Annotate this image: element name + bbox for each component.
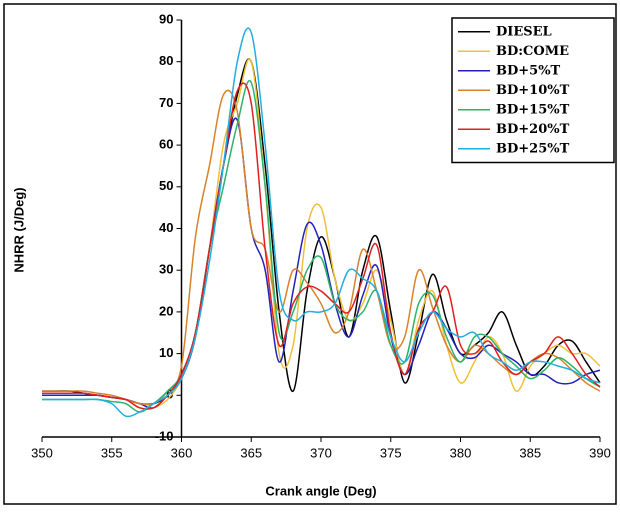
y-tick-label: 80 bbox=[159, 53, 173, 68]
y-tick-label: 90 bbox=[159, 11, 173, 26]
y-tick-label: -10 bbox=[155, 428, 174, 443]
x-tick-label: 360 bbox=[171, 445, 193, 460]
y-tick-label: 40 bbox=[159, 220, 173, 235]
legend-label: BD+15%T bbox=[496, 102, 570, 117]
legend-label: BD+20%T bbox=[496, 122, 570, 137]
x-tick-label: 370 bbox=[310, 445, 332, 460]
x-axis-label: Crank angle (Deg) bbox=[265, 483, 376, 498]
y-tick-label: 60 bbox=[159, 137, 173, 152]
x-tick-label: 380 bbox=[450, 445, 472, 460]
legend-label: BD+25%T bbox=[496, 141, 570, 156]
x-tick-label: 350 bbox=[31, 445, 53, 460]
x-tick-label: 385 bbox=[519, 445, 541, 460]
legend-label: BD+10%T bbox=[496, 83, 570, 98]
x-tick-label: 365 bbox=[240, 445, 262, 460]
y-tick-label: 50 bbox=[159, 178, 173, 193]
legend-box bbox=[451, 17, 615, 164]
y-tick-label: 10 bbox=[159, 345, 173, 360]
legend-label: BD:COME bbox=[496, 44, 569, 59]
y-tick-label: 70 bbox=[159, 95, 173, 110]
y-tick-label: 20 bbox=[159, 303, 173, 318]
y-tick-label: 30 bbox=[159, 262, 173, 277]
x-tick-label: 355 bbox=[101, 445, 123, 460]
x-tick-label: 390 bbox=[589, 445, 611, 460]
x-tick-label: 375 bbox=[380, 445, 402, 460]
y-axis-label: NHRR (J/Deg) bbox=[11, 187, 26, 272]
legend-label: BD+5%T bbox=[496, 63, 561, 78]
legend-label: DIESEL bbox=[496, 24, 552, 39]
series-line bbox=[42, 27, 601, 418]
series-line bbox=[42, 89, 601, 406]
